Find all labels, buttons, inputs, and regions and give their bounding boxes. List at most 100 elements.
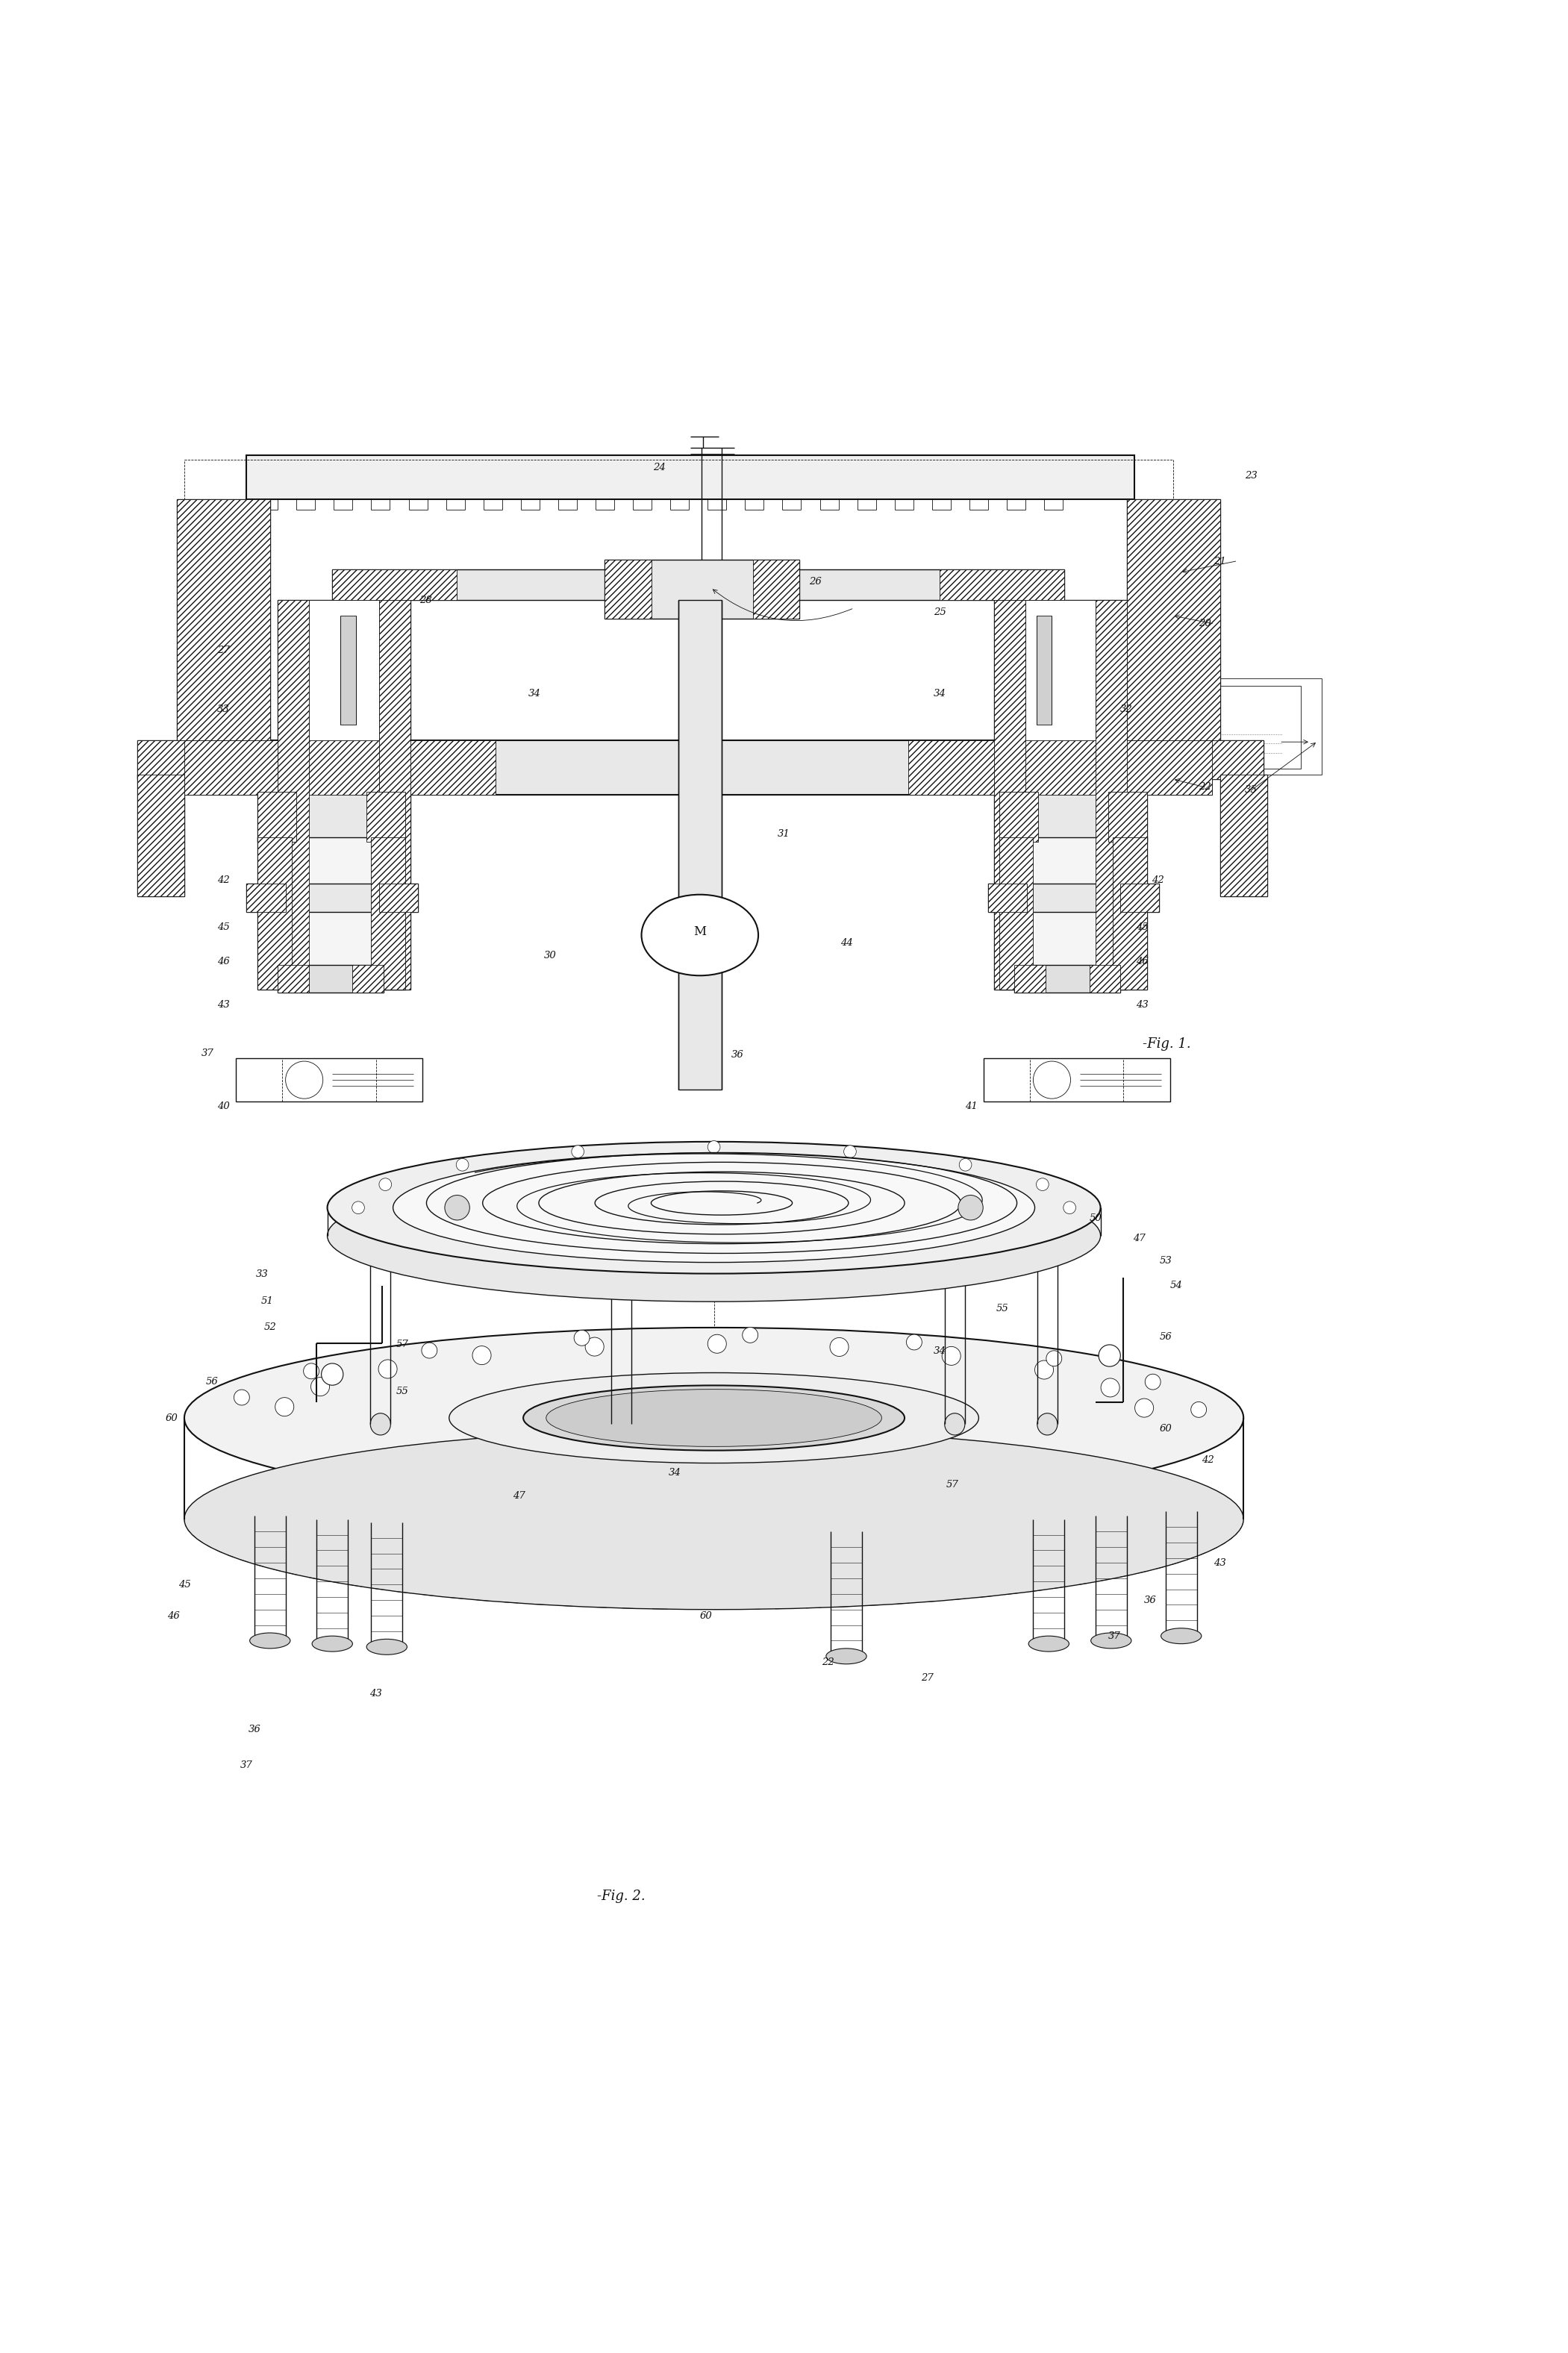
Ellipse shape: [612, 1414, 632, 1435]
Ellipse shape: [328, 1169, 1101, 1301]
Text: 57: 57: [397, 1339, 409, 1351]
Bar: [309, 600, 379, 991]
Text: 55: 55: [996, 1304, 1008, 1313]
Bar: [988, 885, 1159, 911]
Ellipse shape: [546, 1388, 881, 1447]
Ellipse shape: [328, 1141, 1101, 1273]
Text: 36: 36: [731, 1049, 743, 1059]
Circle shape: [304, 1362, 318, 1379]
Bar: [278, 965, 384, 993]
Text: 46: 46: [216, 958, 229, 967]
Bar: [939, 569, 1065, 600]
Bar: [278, 965, 309, 993]
Circle shape: [1135, 1398, 1154, 1417]
Text: 60: 60: [166, 1414, 179, 1424]
Text: 45: 45: [1135, 922, 1148, 932]
Bar: [246, 885, 285, 911]
Text: 42: 42: [216, 875, 229, 885]
Bar: [994, 600, 1127, 991]
Text: 42: 42: [1201, 1454, 1214, 1466]
Ellipse shape: [1036, 1205, 1057, 1226]
Ellipse shape: [185, 1327, 1243, 1508]
Bar: [138, 741, 274, 779]
Bar: [1173, 678, 1322, 774]
Ellipse shape: [448, 1372, 978, 1464]
Circle shape: [942, 1346, 961, 1365]
Text: 56: 56: [205, 1377, 218, 1386]
Circle shape: [707, 1141, 720, 1153]
Ellipse shape: [1036, 1414, 1057, 1435]
Circle shape: [1145, 1374, 1160, 1391]
Circle shape: [351, 1202, 364, 1214]
Bar: [257, 791, 406, 842]
Bar: [1036, 616, 1052, 725]
Circle shape: [1046, 1351, 1062, 1367]
Bar: [379, 885, 419, 911]
Ellipse shape: [1160, 1628, 1201, 1645]
Bar: [999, 838, 1033, 991]
Text: 41: 41: [964, 1101, 977, 1111]
Text: 21: 21: [1214, 555, 1226, 567]
Text: 50: 50: [1090, 1214, 1102, 1224]
Text: 36: 36: [248, 1725, 260, 1734]
Circle shape: [234, 1391, 249, 1405]
Circle shape: [574, 1329, 590, 1346]
Bar: [999, 838, 1146, 991]
Circle shape: [285, 1061, 323, 1099]
Bar: [1220, 774, 1267, 896]
Bar: [235, 1059, 423, 1101]
Text: 32: 32: [1121, 704, 1134, 713]
Text: 42: 42: [1151, 875, 1163, 885]
Text: 37: 37: [240, 1760, 252, 1769]
Text: 52: 52: [263, 1322, 276, 1332]
Bar: [246, 885, 419, 911]
Circle shape: [572, 1146, 583, 1158]
Text: 46: 46: [1135, 958, 1148, 967]
Ellipse shape: [312, 1635, 353, 1652]
Ellipse shape: [394, 1153, 1035, 1264]
Ellipse shape: [185, 1428, 1243, 1609]
Circle shape: [1101, 1379, 1120, 1398]
Bar: [185, 741, 1212, 795]
Bar: [983, 1059, 1170, 1101]
Bar: [999, 791, 1038, 842]
Bar: [677, 600, 721, 1089]
Bar: [988, 885, 1027, 911]
Text: 22: 22: [822, 1657, 834, 1668]
Text: 33: 33: [256, 1271, 268, 1280]
Text: 22: 22: [1198, 781, 1210, 793]
Circle shape: [844, 1146, 856, 1158]
Bar: [1127, 741, 1264, 779]
Ellipse shape: [944, 1414, 964, 1435]
Bar: [185, 741, 495, 795]
Text: 33: 33: [216, 704, 229, 713]
Ellipse shape: [641, 894, 759, 976]
Text: 23: 23: [1245, 471, 1258, 480]
Bar: [1127, 499, 1220, 741]
Text: 35: 35: [1245, 786, 1258, 795]
Bar: [278, 600, 309, 991]
Circle shape: [321, 1362, 343, 1386]
Bar: [332, 569, 1065, 600]
Circle shape: [958, 1195, 983, 1221]
Text: 37: 37: [1109, 1631, 1121, 1640]
Bar: [257, 838, 292, 991]
Bar: [340, 616, 356, 725]
Text: 25: 25: [933, 607, 946, 616]
Bar: [138, 741, 274, 779]
Bar: [138, 774, 185, 896]
Circle shape: [379, 1179, 392, 1191]
Text: 31: 31: [778, 828, 790, 838]
Ellipse shape: [826, 1649, 867, 1664]
Bar: [1109, 791, 1146, 842]
Circle shape: [906, 1334, 922, 1351]
Ellipse shape: [524, 1386, 905, 1449]
Bar: [1121, 885, 1159, 911]
Circle shape: [456, 1158, 469, 1172]
Text: 60: 60: [699, 1612, 712, 1621]
Text: 57: 57: [946, 1480, 958, 1489]
Text: 45: 45: [216, 922, 229, 932]
Bar: [177, 499, 270, 741]
Text: 53: 53: [1159, 1257, 1171, 1266]
Text: 26: 26: [809, 576, 822, 586]
